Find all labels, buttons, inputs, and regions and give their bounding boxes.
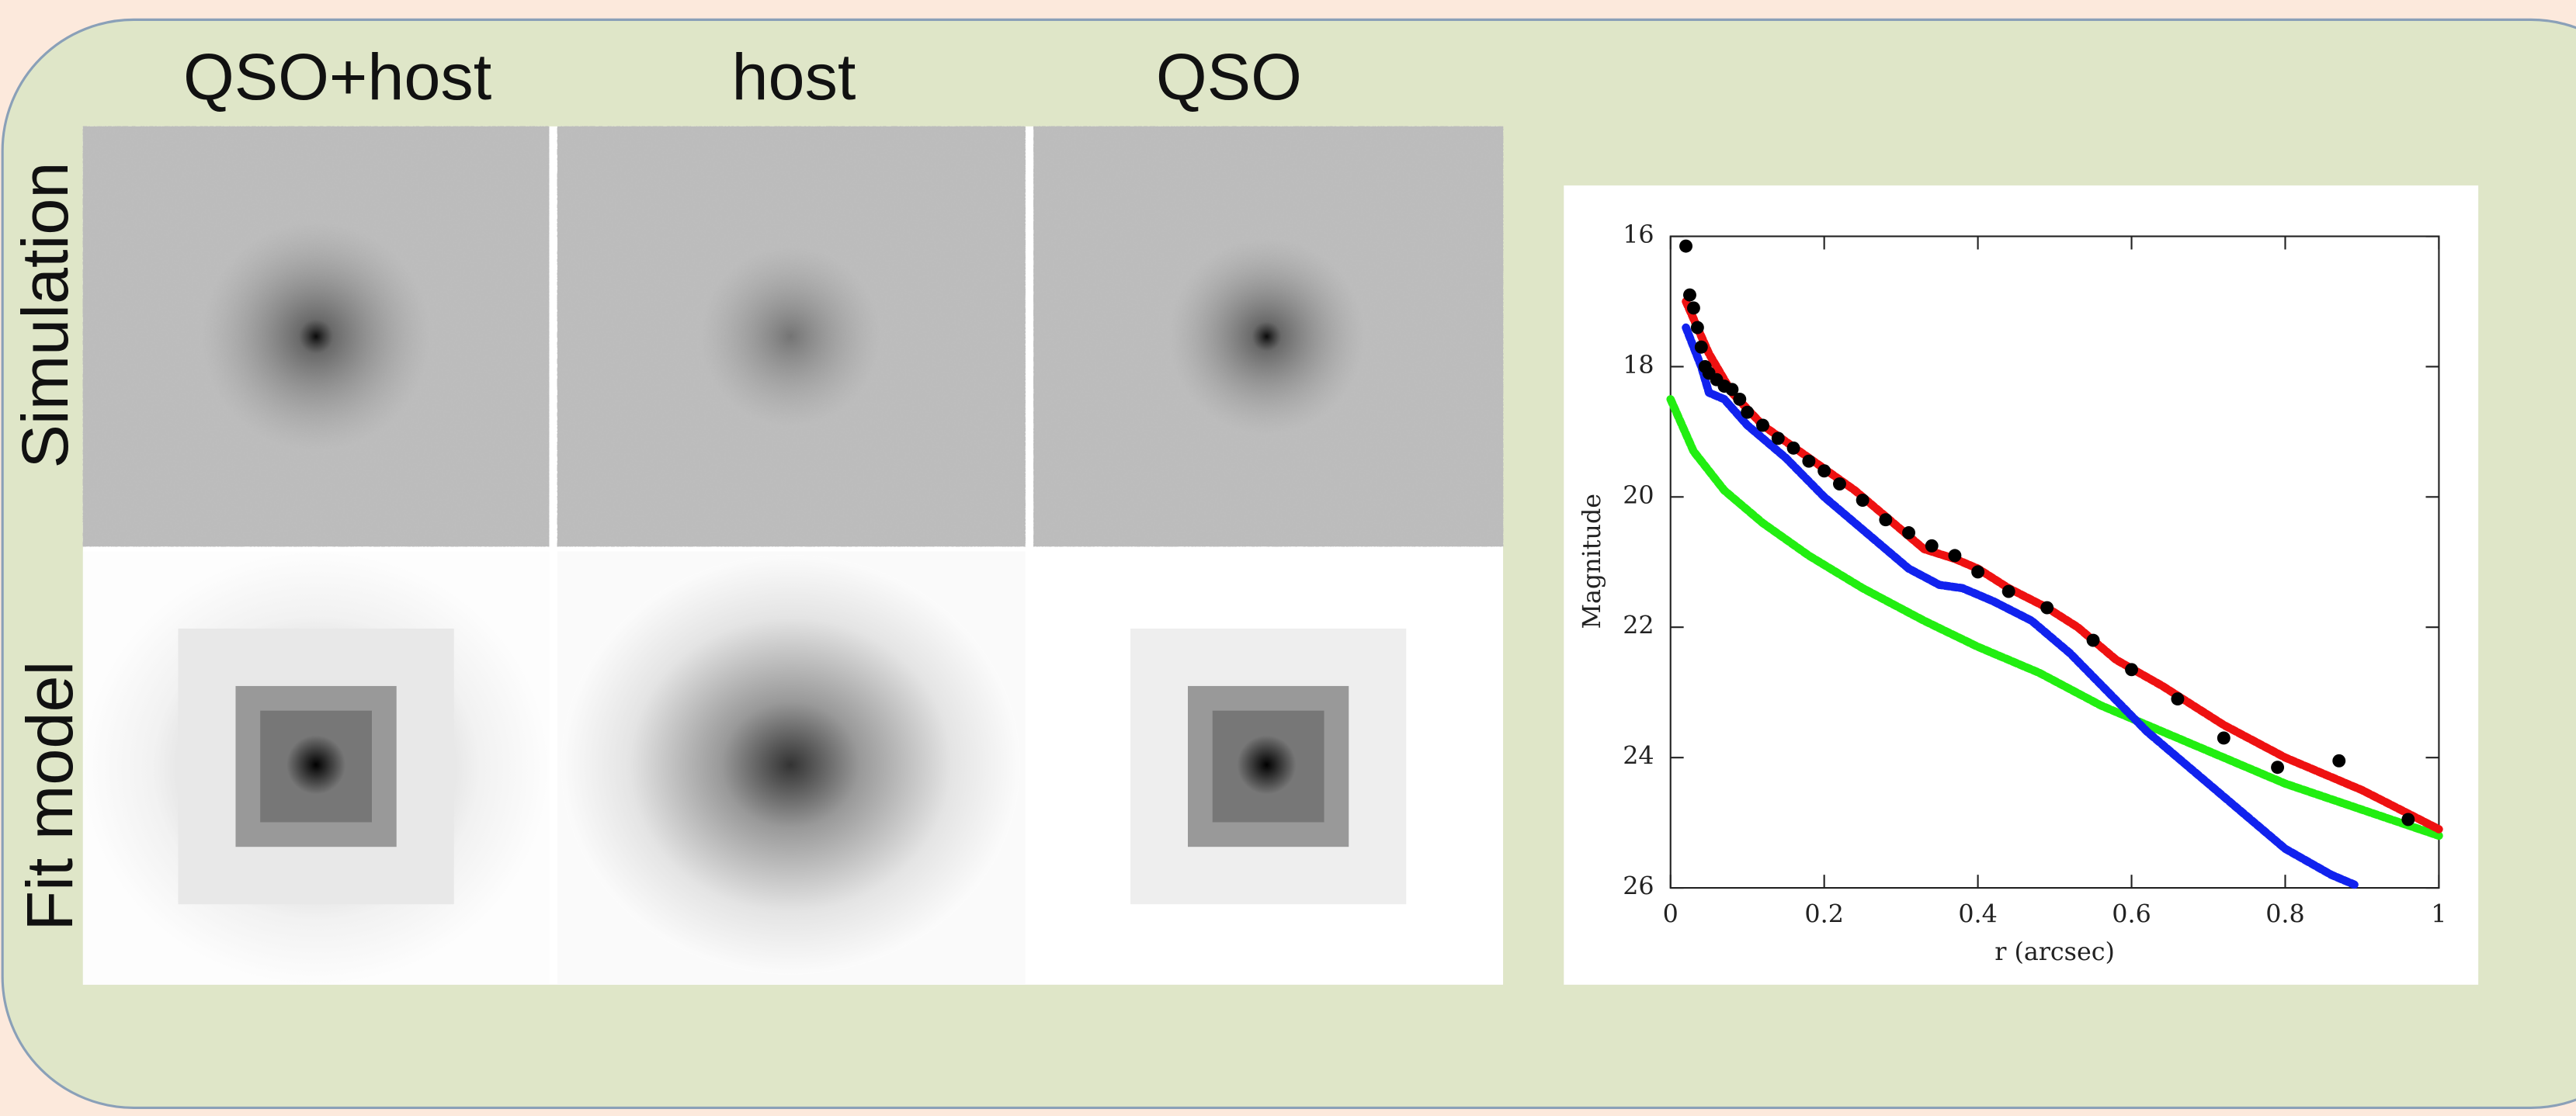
sim-panel: [557, 126, 1026, 547]
data-point: [2271, 761, 2285, 775]
y-tick-label: 26: [1623, 873, 1654, 901]
data-point: [1771, 431, 1785, 445]
profile-line: [1682, 323, 2359, 889]
sim-panel: [82, 126, 550, 547]
data-point: [1832, 477, 1846, 491]
data-point: [2125, 663, 2138, 677]
data-point: [1733, 392, 1747, 406]
data-point: [1902, 526, 1915, 539]
x-tick-label: 0: [1663, 901, 1679, 929]
data-point: [1725, 383, 1739, 397]
y-tick-label: 24: [1623, 743, 1654, 771]
y-tick-label: 18: [1623, 352, 1654, 380]
plot-frame: [1669, 235, 2440, 889]
data-point: [1948, 549, 1962, 563]
y-tick-label: 20: [1623, 482, 1654, 510]
row-label: Simulation: [8, 162, 82, 469]
data-point: [2001, 584, 2015, 598]
y-tick-label: 16: [1623, 221, 1654, 249]
data-point: [1817, 464, 1831, 478]
x-tick-label: 0.2: [1804, 901, 1843, 929]
data-point: [1683, 288, 1696, 302]
data-point: [1925, 539, 1939, 553]
data-point: [1679, 239, 1692, 253]
x-tick-label: 1: [2431, 901, 2446, 929]
data-point: [1802, 454, 1816, 468]
sim-panel: [1033, 126, 1504, 547]
data-point: [1694, 340, 1708, 354]
data-point: [2171, 692, 2185, 706]
data-point: [1690, 321, 1704, 334]
x-tick-label: 0.8: [2265, 901, 2304, 929]
data-point: [1756, 418, 1769, 432]
data-point: [1879, 513, 1893, 527]
data-point: [2401, 813, 2415, 827]
data-point: [1741, 405, 1755, 419]
y-axis-label: Magnitude: [1578, 494, 1606, 629]
x-tick-label: 0.6: [2112, 901, 2151, 929]
chart-background: [1564, 185, 2479, 985]
data-point: [2332, 754, 2346, 768]
row-label: Fit model: [12, 661, 86, 931]
data-point: [1686, 301, 1700, 315]
column-title: host: [732, 40, 856, 113]
fit-panel: [82, 551, 550, 985]
data-point: [1856, 494, 1870, 507]
fit-panel: [557, 551, 1026, 985]
data-point: [2040, 601, 2054, 615]
image-grid: [82, 126, 1504, 985]
y-tick-label: 22: [1623, 612, 1654, 640]
column-title: QSO+host: [183, 40, 491, 113]
profile-line: [1666, 395, 2443, 840]
column-title: QSO: [1156, 40, 1302, 113]
data-point: [1786, 441, 1800, 455]
x-tick-label: 0.4: [1958, 901, 1997, 929]
data-point: [1971, 565, 1985, 579]
x-axis-label: r (arcsec): [1994, 938, 2115, 966]
data-point: [2086, 633, 2100, 647]
data-point: [2217, 731, 2231, 745]
fit-panel: [1130, 628, 1407, 905]
